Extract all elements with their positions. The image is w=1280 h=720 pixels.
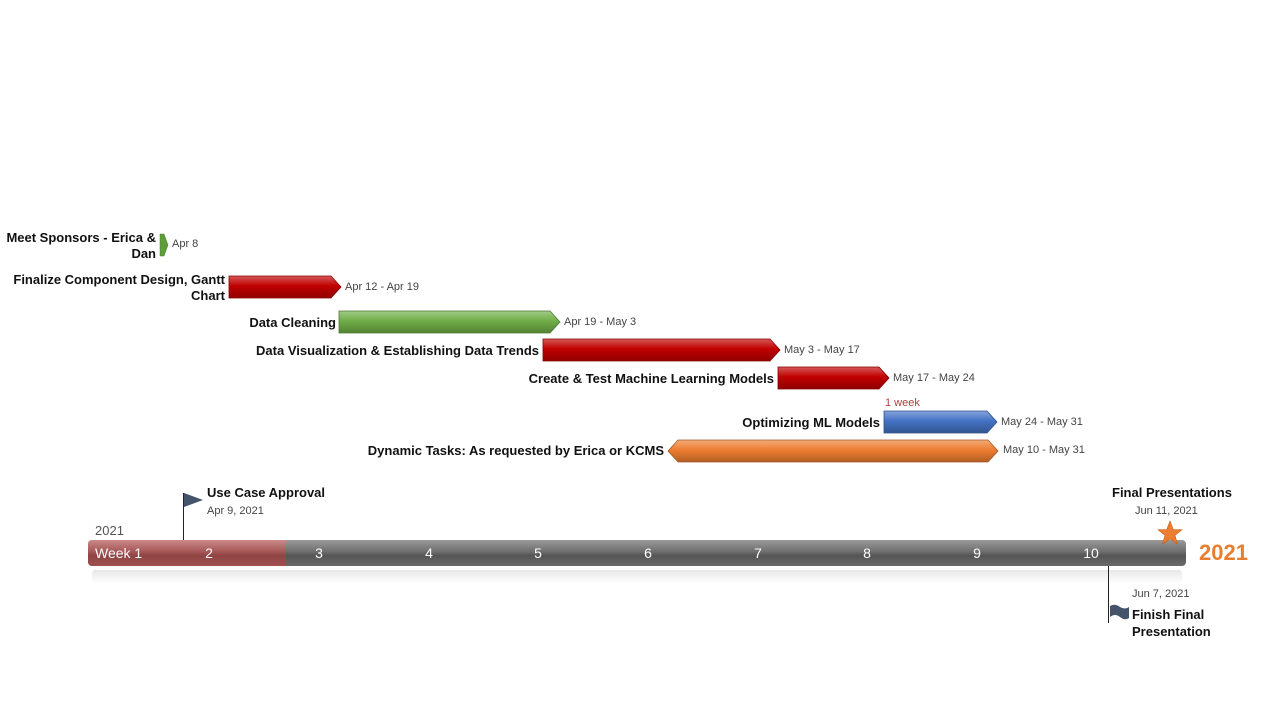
timeline-progress (88, 540, 286, 566)
task-label-line: Create & Test Machine Learning Models (528, 371, 774, 386)
task-bar-finalize-design (228, 275, 342, 299)
star-icon (1157, 520, 1183, 545)
week-label: 10 (1083, 545, 1099, 561)
milestone-title-line: Finish Final (1132, 607, 1205, 622)
flag-icon (184, 493, 203, 507)
milestone-title-finish-final: Finish Final Presentation (1132, 606, 1211, 640)
task-bar-polygon (228, 275, 342, 299)
milestone-title-final-presentations: Final Presentations (1112, 485, 1232, 500)
task-bar-shape (777, 366, 890, 390)
task-label-ml-models: Create & Test Machine Learning Models (0, 371, 774, 387)
milestone-date: Apr 9, 2021 (207, 505, 264, 517)
timeline-reflection (92, 570, 1182, 584)
task-label-dynamic-tasks: Dynamic Tasks: As requested by Erica or … (0, 443, 664, 459)
task-label-optimizing: Optimizing ML Models (0, 415, 880, 431)
task-label-data-visualization: Data Visualization & Establishing Data T… (0, 343, 539, 359)
week-label: 7 (754, 545, 762, 561)
week-label: 3 (315, 545, 323, 561)
task-label-meet-sponsors: Meet Sponsors - Erica & Dan (0, 230, 156, 262)
task-date: May 24 - May 31 (1001, 416, 1083, 428)
task-bar-data-visualization (542, 338, 781, 362)
task-label-line: Dan (131, 246, 156, 261)
task-duration-note: 1 week (885, 397, 920, 409)
task-bar-shape (667, 439, 999, 463)
task-label-finalize-design: Finalize Component Design, Gantt Chart (0, 272, 225, 304)
week-label: 8 (863, 545, 871, 561)
task-label-line: Finalize Component Design, Gantt (13, 272, 225, 287)
week-label: 6 (644, 545, 652, 561)
flag-icon (1110, 604, 1129, 620)
week-label: Week 1 (95, 545, 143, 561)
task-bar-shape (542, 338, 781, 362)
week-label: 5 (534, 545, 542, 561)
task-bar-polygon (338, 310, 561, 334)
week-label: 2 (205, 545, 213, 561)
task-bar-polygon (883, 410, 998, 434)
task-bar-meet-sponsors (159, 233, 169, 257)
task-bar-polygon (777, 366, 890, 390)
task-bar-polygon (667, 439, 999, 463)
task-label-line: Dynamic Tasks: As requested by Erica or … (367, 443, 664, 458)
milestone-date: Jun 11, 2021 (1135, 505, 1198, 517)
task-date: May 10 - May 31 (1003, 444, 1085, 456)
task-date: May 3 - May 17 (784, 344, 860, 356)
task-label-line: Meet Sponsors - Erica & (6, 230, 156, 245)
task-bar-polygon (542, 338, 781, 362)
task-date: May 17 - May 24 (893, 372, 975, 384)
milestone-title-use-case: Use Case Approval (207, 485, 326, 500)
task-bar-dynamic-tasks (667, 439, 999, 463)
milestone-line (1108, 566, 1109, 623)
timeline-track (88, 540, 1186, 566)
task-date: Apr 19 - May 3 (564, 316, 637, 328)
task-bar-data-cleaning (338, 310, 561, 334)
task-date: Apr 12 - Apr 19 (345, 281, 419, 293)
task-bar-shape (228, 275, 342, 299)
task-label-line: Optimizing ML Models (742, 415, 880, 430)
milestone-title-line: Presentation (1132, 624, 1211, 639)
task-label-line: Data Visualization & Establishing Data T… (256, 343, 539, 358)
milestone-date: Jun 7, 2021 (1132, 588, 1190, 600)
week-label: 4 (425, 545, 433, 561)
week-label: 9 (973, 545, 981, 561)
task-bar-shape (338, 310, 561, 334)
task-label-line: Chart (191, 288, 225, 303)
milestone-line (183, 493, 184, 540)
task-bar-optimizing (883, 410, 998, 434)
task-label-line: Data Cleaning (249, 315, 336, 330)
task-date: Apr 8 (172, 238, 199, 250)
task-bar-ml-models (777, 366, 890, 390)
task-label-data-cleaning: Data Cleaning (0, 315, 336, 331)
year-label-large: 2021 (1199, 540, 1248, 565)
year-label: 2021 (95, 523, 124, 538)
task-bar-shape (883, 410, 998, 434)
